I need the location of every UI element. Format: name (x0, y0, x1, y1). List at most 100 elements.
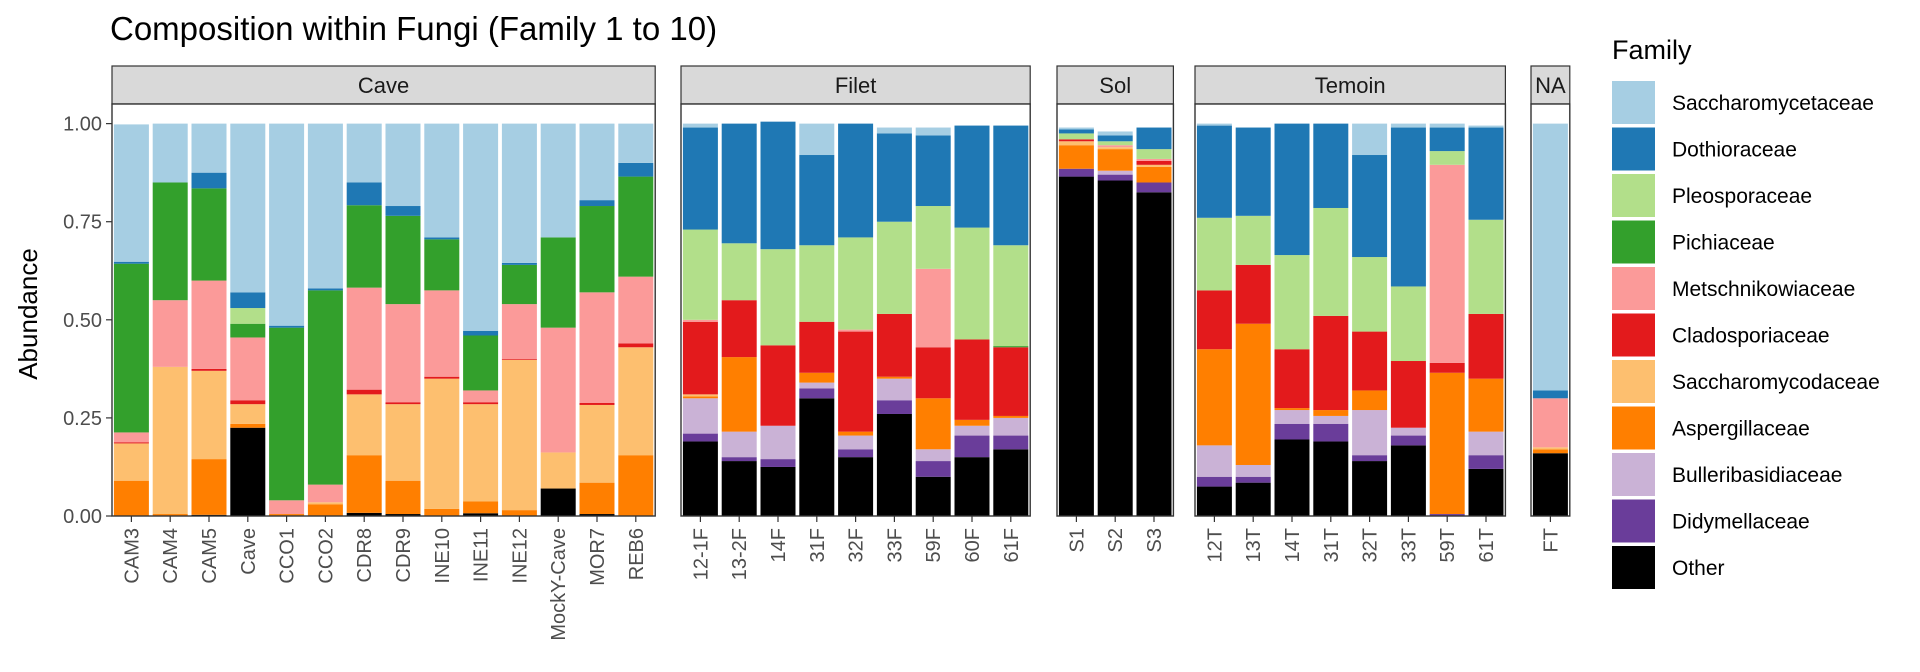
bar-segment-saccharomycodaceae (540, 452, 576, 489)
legend-item-dothioraceae: Dothioraceae (1612, 127, 1797, 171)
panel-border (111, 103, 656, 517)
legend-key (1612, 313, 1655, 357)
bar-segment-saccharomycodaceae (1097, 147, 1133, 150)
bar-31F (799, 123, 835, 516)
strip-na (1530, 65, 1571, 105)
bar-segment-saccharomycetaceae (230, 123, 266, 293)
bar-segment-saccharomycodaceae (463, 404, 499, 502)
x-tick-label: 33T (1398, 528, 1420, 562)
bar-segment-saccharomycodaceae (424, 378, 460, 509)
bar-segment-dothioraceae (1097, 135, 1133, 142)
bar-segment-aspergillaceae (152, 514, 188, 516)
legend-label: Aspergillaceae (1672, 418, 1810, 441)
bar-CDR8 (346, 123, 382, 516)
bar-segment-saccharomycetaceae (1058, 127, 1094, 130)
strip-label: NA (1535, 73, 1566, 98)
legend-label: Cladosporiaceae (1672, 325, 1830, 348)
bar-segment-cladosporiaceae (682, 321, 718, 395)
bar-segment-dothioraceae (721, 123, 757, 244)
strip-filet (680, 65, 1031, 105)
bar-32T (1352, 123, 1388, 516)
panel-temoin: Temoin 12T 13T 14T 31T 32T 33T 59T 61T (1194, 65, 1507, 562)
bar-INE10 (424, 123, 460, 516)
bar-segment-pichiaceae (230, 323, 266, 338)
bar-segment-saccharomycetaceae (307, 123, 343, 289)
chart-title: Composition within Fungi (Family 1 to 10… (110, 10, 717, 47)
bar-CCO2 (307, 123, 343, 516)
legend-item-cladosporiaceae: Cladosporiaceae (1612, 313, 1830, 357)
bar-segment-aspergillaceae (993, 415, 1029, 418)
bar-S2 (1097, 131, 1133, 516)
bar-segment-cladosporiaceae (1390, 361, 1426, 428)
bar-segment-pichiaceae (346, 205, 382, 288)
bar-segment-cladosporiaceae (463, 402, 499, 405)
bar-segment-pichiaceae (385, 215, 421, 305)
bar-segment-metschnikowiaceae (1097, 145, 1133, 148)
bar-segment-saccharomycetaceae (385, 123, 421, 207)
x-tick-label: MockY-Cave (548, 528, 570, 641)
bar-segment-bulleribasidiaceae (838, 435, 874, 450)
bar-segment-didymellaceae (1136, 182, 1172, 193)
bar-59T (1429, 123, 1465, 516)
bar-13T (1235, 127, 1271, 516)
bar-segment-bulleribasidiaceae (799, 382, 835, 389)
bar-CAM4 (152, 123, 188, 516)
legend-item-pleosporaceae: Pleosporaceae (1612, 174, 1812, 217)
bar-segment-pleosporaceae (1429, 151, 1465, 165)
bar-segment-saccharomycetaceae (876, 127, 912, 134)
bar-segment-saccharomycetaceae (1429, 123, 1465, 128)
bar-segment-saccharomycetaceae (1390, 123, 1426, 128)
bar-segment-aspergillaceae (424, 508, 460, 516)
bar-segment-other (1274, 439, 1310, 516)
bar-segment-aspergillaceae (579, 482, 615, 515)
x-tick-label: 13-2F (729, 528, 751, 580)
bar-segment-aspergillaceae (1313, 410, 1349, 416)
panel-sol: Sol S1 S2 S3 (1056, 65, 1175, 552)
bar-segment-pleosporaceae (954, 227, 990, 340)
bar-segment-dothioraceae (579, 200, 615, 207)
legend-label: Metschnikowiaceae (1672, 278, 1855, 301)
bar-33F (876, 127, 912, 516)
bar-segment-other (1058, 176, 1094, 517)
y-tick-label: 0.75 (63, 212, 102, 234)
bar-segment-other (915, 476, 951, 516)
bar-Cave (230, 123, 266, 516)
bar-segment-saccharomycetaceae (682, 123, 718, 128)
bar-segment-dothioraceae (501, 262, 537, 265)
x-tick-label: 59T (1437, 528, 1459, 562)
bar-segment-metschnikowiaceae (1429, 164, 1465, 363)
bar-segment-bulleribasidiaceae (760, 425, 796, 460)
bar-segment-dothioraceae (915, 135, 951, 207)
bar-segment-pleosporaceae (1468, 219, 1504, 314)
bar-segment-didymellaceae (1390, 435, 1426, 446)
bar-segment-metschnikowiaceae (838, 329, 874, 332)
facet-panels: Cave CAM3 CAM4 CAM5 Cave CCO1 CCO2 CDR8 CDR9 INE1… (111, 65, 1571, 641)
strip-label: Temoin (1315, 73, 1386, 98)
bar-segment-bulleribasidiaceae (1352, 410, 1388, 456)
bar-segment-other (346, 512, 382, 516)
bar-segment-pichiaceae (993, 346, 1029, 348)
bar-segment-metschnikowiaceae (463, 390, 499, 403)
bar-segment-pleosporaceae (993, 245, 1029, 347)
bar-segment-other (993, 449, 1029, 516)
bar-segment-aspergillaceae (385, 480, 421, 515)
bar-segment-pleosporaceae (915, 206, 951, 269)
x-tick-label: CAM5 (199, 528, 221, 584)
bar-segment-pichiaceae (540, 237, 576, 328)
x-tick-label: 60F (962, 528, 984, 562)
bar-segment-cladosporiaceae (1274, 349, 1310, 409)
bar-segment-saccharomycetaceae (1097, 131, 1133, 136)
bar-segment-dothioraceae (799, 155, 835, 246)
bar-segment-pleosporaceae (230, 308, 266, 324)
y-axis-title: Abundance (13, 248, 43, 380)
bar-segment-pleosporaceae (682, 229, 718, 320)
bar-segment-saccharomycetaceae (463, 123, 499, 331)
bar-segment-aspergillaceae (799, 372, 835, 383)
bar-segment-cladosporiaceae (618, 343, 654, 348)
bar-segment-bulleribasidiaceae (1235, 464, 1271, 477)
bar-segment-metschnikowiaceae (269, 500, 305, 515)
bar-segment-saccharomycetaceae (152, 123, 188, 183)
legend-label: Pichiaceae (1672, 232, 1775, 255)
bar-segment-bulleribasidiaceae (1274, 410, 1310, 424)
bar-segment-metschnikowiaceae (230, 337, 266, 401)
